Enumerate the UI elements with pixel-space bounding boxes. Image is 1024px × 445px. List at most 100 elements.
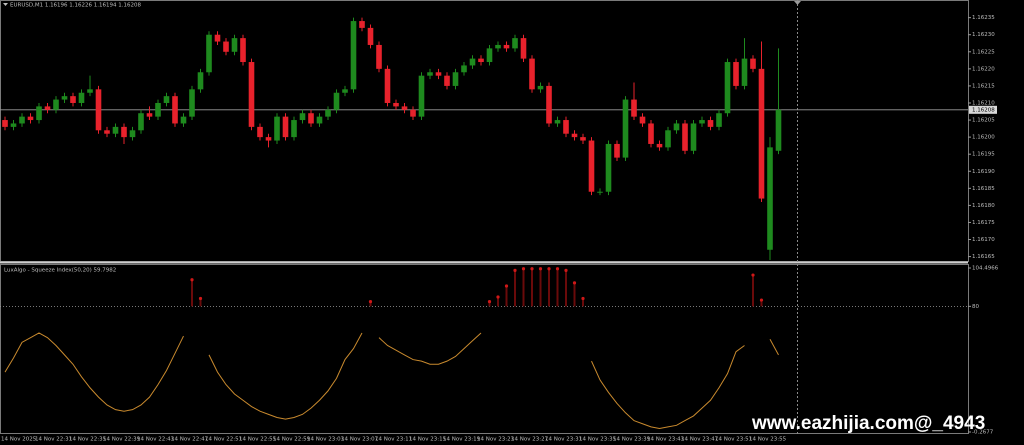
candle-body (767, 147, 773, 250)
candle-body (61, 96, 68, 100)
candle-body (299, 113, 306, 121)
candle-body (614, 143, 620, 158)
candle-body (19, 116, 25, 124)
candle-body (308, 113, 314, 124)
x-tick-label: 14 Nov 23:23 (477, 437, 515, 443)
candle-body (138, 113, 144, 131)
y-tick-label: 1.16185 (972, 186, 995, 192)
x-tick-label: 14 Nov 23:15 (409, 437, 447, 443)
candle-body (36, 106, 42, 121)
watermark: www.eazhijia.com@_4943 (751, 413, 985, 434)
candle-body (750, 58, 756, 69)
y-tick-label: 1.16195 (972, 152, 995, 158)
candle-body (741, 58, 748, 86)
indicator-panel-frame (0, 264, 969, 434)
y-tick-label: 1.16225 (972, 49, 995, 55)
squeeze-dot (751, 273, 755, 277)
candle-body (486, 48, 493, 63)
x-tick-label: 14 Nov 23:39 (613, 437, 651, 443)
x-tick-label: 14 Nov 23:03 (307, 437, 345, 443)
price-title: EURUSD,M1 1.16196 1.16226 1.16194 1.1620… (10, 3, 142, 9)
current-price-label: 1.16208 (972, 107, 995, 113)
candle-body (376, 44, 382, 69)
squeeze-dot (190, 278, 194, 282)
y-tick-label: 1.16235 (972, 15, 995, 21)
candle-body (529, 58, 535, 90)
candle-body (78, 92, 85, 103)
candle-body (121, 126, 127, 138)
candle-body (775, 109, 782, 151)
squeeze-dot (513, 268, 517, 272)
candle-body (724, 62, 731, 114)
x-tick-label: 14 Nov 23:55 (749, 437, 787, 443)
candle-body (274, 116, 280, 141)
candle-body (95, 89, 102, 131)
candle-body (452, 72, 459, 86)
x-tick-label: 14 Nov 22:51 (205, 437, 242, 443)
x-tick-label: 14 Nov 23:11 (375, 437, 412, 443)
current-price-box (969, 105, 997, 114)
candle-body (367, 27, 374, 45)
candle-body (656, 143, 663, 148)
x-tick-label: 14 Nov 22:31 (35, 437, 72, 443)
y-tick-label: 80 (972, 304, 979, 310)
y-tick-label: 1.16215 (972, 83, 995, 89)
candle-body (172, 96, 178, 124)
candle-body (2, 120, 8, 127)
candle-body (384, 68, 391, 103)
y-tick-label: 1.16170 (972, 237, 995, 243)
candle-body (682, 123, 688, 151)
candle-body (197, 72, 204, 90)
candle-body (401, 106, 408, 110)
candle-body (554, 120, 561, 124)
candle-body (427, 72, 433, 76)
candle-body (257, 126, 263, 138)
x-tick-label: 14 Nov 23:27 (511, 437, 549, 443)
candle-body (393, 102, 399, 107)
candle-body (10, 123, 17, 127)
candle-body (231, 38, 238, 52)
squeeze-dot (368, 300, 373, 304)
candle-body (503, 44, 510, 49)
squeeze-dot (581, 296, 585, 301)
candle-body (597, 191, 603, 193)
candle-body (291, 120, 297, 138)
candle-body (461, 65, 467, 73)
candle-body (265, 137, 272, 141)
candle-body (359, 21, 365, 28)
candle-body (707, 120, 714, 127)
candle-body (716, 113, 722, 127)
y-tick-label: 1.16205 (972, 118, 995, 124)
x-tick-label: 14 Nov 22:59 (273, 437, 311, 443)
candle-body (588, 140, 595, 192)
x-tick-label: 14 Nov 2025 (1, 437, 37, 443)
candle-body (580, 137, 586, 141)
candle-body (333, 92, 340, 110)
candle-body (537, 85, 544, 90)
candle-body (112, 126, 119, 134)
candle-body (189, 89, 195, 117)
candle-body (206, 34, 212, 73)
squeeze-dot (572, 281, 577, 285)
squeeze-dot (198, 296, 203, 301)
candle-body (70, 96, 76, 103)
candle-body (180, 116, 187, 124)
menu-icon (3, 3, 8, 6)
x-tick-label: 14 Nov 23:47 (681, 437, 719, 443)
indicator-title: LuxAlgo - Squeeze Index(50,20) 59.7982 (4, 268, 116, 274)
x-tick-label: 14 Nov 22:47 (171, 437, 209, 443)
candle-body (53, 99, 59, 110)
candle-body (639, 116, 646, 124)
candle-body (163, 96, 170, 103)
y-tick-label: 1.16210 (972, 100, 995, 106)
indicator-line (4, 332, 779, 429)
y-tick-label: 1.16165 (972, 254, 995, 260)
candle-body (690, 123, 697, 151)
candle-body (87, 89, 93, 93)
candle-body (469, 58, 476, 66)
candle-body (665, 130, 671, 148)
x-tick-label: 14 Nov 23:35 (579, 437, 617, 443)
candle-body (605, 143, 612, 192)
